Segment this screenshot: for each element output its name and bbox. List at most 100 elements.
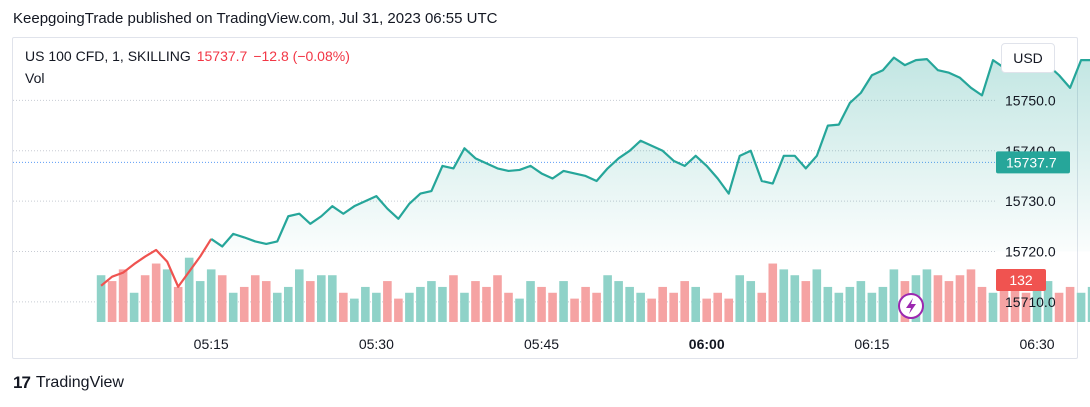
volume-bars [96, 257, 1090, 322]
volume-bar [438, 286, 447, 322]
time-tick-label: 06:15 [854, 336, 889, 352]
price-tick-label: 15720.0 [1005, 244, 1056, 260]
axis-badges: 15737.7 132 [996, 151, 1070, 291]
volume-bar [306, 281, 315, 322]
price-area-fill [211, 57, 1090, 252]
volume-bar [878, 286, 888, 322]
volume-bar [702, 298, 712, 322]
volume-bar [283, 286, 293, 322]
volume-bar [603, 275, 612, 322]
last-price-badge [996, 151, 1070, 174]
volume-bar [636, 292, 645, 322]
price-tick-label: 15710.0 [1005, 294, 1056, 310]
volume-bar [1010, 281, 1020, 322]
volume-bar [339, 292, 348, 322]
volume-bar [1054, 292, 1064, 322]
volume-bar [118, 269, 128, 322]
volume-bar [680, 281, 689, 322]
volume-bar [350, 298, 359, 322]
volume-bar [999, 286, 1009, 322]
tradingview-logo-icon: 17 [13, 373, 31, 392]
volume-bar [96, 275, 106, 322]
volume-bar [526, 281, 535, 322]
volume-bar [834, 292, 844, 322]
volume-bar [724, 298, 734, 322]
lightning-icon[interactable] [898, 293, 924, 319]
volume-bar [405, 292, 414, 322]
volume-bar [658, 286, 667, 322]
last-volume-badge [996, 269, 1046, 291]
volume-bar [691, 286, 700, 322]
volume-bar [239, 286, 249, 322]
symbol-label[interactable]: US 100 CFD, 1, SKILLING [25, 48, 191, 64]
footer-brand[interactable]: 17 TradingView [13, 373, 124, 393]
volume-bar [713, 292, 723, 322]
volume-bar [317, 275, 326, 322]
volume-bar [801, 281, 811, 322]
volume-bar [383, 281, 392, 322]
volume-label[interactable]: Vol [25, 70, 45, 86]
volume-bar [1043, 281, 1053, 322]
volume-bar [449, 275, 458, 322]
volume-bar [140, 275, 150, 322]
volume-bar [1065, 286, 1075, 322]
volume-bar [977, 286, 987, 322]
volume-bar [592, 292, 601, 322]
volume-bar [173, 286, 183, 322]
volume-bar [1076, 292, 1086, 322]
volume-bar [570, 298, 579, 322]
price-line-up-segment [210, 56, 1090, 248]
currency-button[interactable]: USD [1001, 43, 1055, 73]
price-tick-label: 15750.0 [1005, 92, 1056, 108]
volume-bar [294, 269, 304, 322]
volume-bar [944, 281, 954, 322]
volume-bar [669, 292, 678, 322]
volume-bar [493, 275, 502, 322]
volume-bar [272, 292, 282, 322]
volume-bar [482, 286, 491, 322]
volume-bar [955, 275, 965, 322]
time-tick-label: 05:30 [359, 336, 394, 352]
volume-bar [107, 281, 117, 322]
volume-bar [746, 281, 756, 322]
volume-bar [471, 281, 480, 322]
volume-bar [757, 292, 767, 322]
volume-bar [250, 275, 260, 322]
volume-bar [394, 298, 403, 322]
price-line-down-segment [100, 238, 213, 288]
volume-bar [647, 298, 656, 322]
price-tick-label: 15730.0 [1005, 193, 1056, 209]
volume-bar [151, 263, 161, 322]
volume-bar [548, 292, 557, 322]
volume-bar [845, 286, 855, 322]
volume-bar [515, 298, 524, 322]
last-price-value: 15737.7 [196, 48, 248, 64]
volume-bar [735, 275, 745, 322]
volume-bar [559, 281, 568, 322]
volume-bar [372, 292, 381, 322]
price-change-value: −12.8 (−0.08%) [253, 48, 350, 64]
volume-bar [361, 286, 370, 322]
volume-bar [867, 292, 877, 322]
volume-bar [504, 292, 513, 322]
volume-bar [922, 269, 932, 322]
volume-bar [427, 281, 436, 322]
volume-bar [1021, 292, 1031, 322]
volume-bar [195, 281, 205, 322]
volume-bar [889, 269, 899, 322]
volume-bar [184, 257, 194, 322]
last-volume-badge-label: 132 [1009, 272, 1033, 288]
volume-bar [790, 275, 800, 322]
volume-bar [581, 286, 590, 322]
time-tick-label: 05:45 [524, 336, 559, 352]
time-tick-label: 06:00 [689, 336, 725, 352]
volume-bar [812, 269, 822, 322]
publisher-line: KeepgoingTrade published on TradingView.… [13, 10, 498, 27]
volume-bar [1087, 286, 1090, 322]
volume-bar [328, 275, 337, 322]
price-area [211, 57, 1090, 252]
volume-bar [823, 286, 833, 322]
volume-bar [856, 281, 866, 322]
